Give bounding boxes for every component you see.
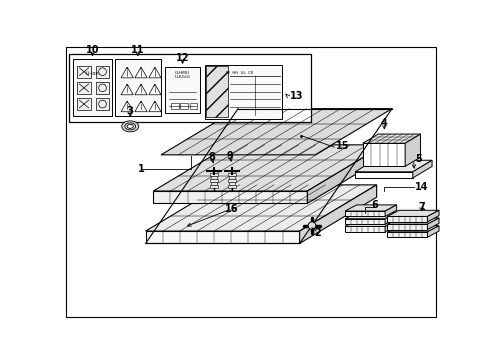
Bar	[205, 65, 282, 119]
Bar	[77, 82, 91, 94]
Text: 7: 7	[418, 202, 425, 212]
Bar	[165, 67, 200, 113]
Bar	[229, 176, 235, 179]
Polygon shape	[388, 218, 439, 224]
Text: 9: 9	[227, 150, 234, 161]
Polygon shape	[388, 210, 439, 216]
Text: UUUUU: UUUUU	[175, 75, 191, 80]
Polygon shape	[388, 216, 427, 222]
Bar	[69, 54, 311, 122]
Polygon shape	[385, 220, 397, 232]
Bar	[190, 103, 197, 109]
Polygon shape	[388, 232, 427, 237]
Text: 13: 13	[290, 91, 303, 101]
Bar	[77, 66, 91, 78]
Polygon shape	[153, 191, 307, 203]
Bar	[180, 103, 188, 109]
Text: 15: 15	[336, 141, 349, 150]
Bar	[228, 179, 236, 182]
Bar	[210, 185, 218, 188]
Text: 11: 11	[131, 45, 145, 55]
Text: 3: 3	[127, 106, 134, 116]
Polygon shape	[161, 109, 392, 155]
Text: 4: 4	[381, 118, 388, 128]
Text: 14: 14	[415, 182, 429, 192]
Polygon shape	[355, 160, 432, 172]
Circle shape	[140, 68, 142, 69]
Circle shape	[126, 102, 128, 103]
Bar	[171, 103, 179, 109]
Text: G-HMU: G-HMU	[175, 71, 190, 75]
Bar	[206, 66, 228, 117]
Circle shape	[140, 102, 142, 103]
Ellipse shape	[127, 124, 133, 129]
Text: 10: 10	[86, 45, 99, 55]
Polygon shape	[363, 134, 420, 143]
Ellipse shape	[122, 121, 139, 132]
Circle shape	[126, 68, 128, 69]
Polygon shape	[146, 231, 300, 243]
Bar	[210, 179, 218, 182]
Polygon shape	[307, 145, 384, 203]
Text: 8: 8	[208, 152, 215, 162]
Polygon shape	[363, 143, 405, 166]
Polygon shape	[427, 210, 439, 222]
Polygon shape	[413, 160, 432, 178]
Polygon shape	[146, 185, 377, 231]
Bar	[77, 98, 91, 110]
Bar	[229, 182, 235, 185]
Polygon shape	[405, 134, 420, 166]
Polygon shape	[427, 226, 439, 237]
Bar	[211, 182, 217, 185]
Bar	[228, 185, 236, 188]
Text: Li-Ion: Li-Ion	[86, 71, 99, 76]
Text: 2: 2	[315, 228, 321, 238]
Polygon shape	[388, 224, 427, 230]
Polygon shape	[385, 205, 397, 216]
Bar	[228, 173, 236, 176]
Circle shape	[126, 85, 128, 86]
Polygon shape	[427, 218, 439, 230]
Text: 5: 5	[415, 154, 422, 165]
Bar	[96, 82, 109, 94]
Polygon shape	[300, 185, 377, 243]
Polygon shape	[388, 226, 439, 232]
Polygon shape	[345, 219, 385, 224]
Text: 1: 1	[138, 165, 145, 175]
Polygon shape	[345, 205, 397, 211]
Bar	[115, 59, 161, 116]
Polygon shape	[153, 145, 384, 191]
Text: 12: 12	[176, 53, 189, 63]
Bar	[210, 173, 218, 176]
Polygon shape	[345, 226, 385, 232]
Polygon shape	[345, 220, 397, 226]
Circle shape	[140, 85, 142, 86]
Text: 16: 16	[225, 204, 239, 214]
Ellipse shape	[125, 123, 136, 130]
Polygon shape	[345, 211, 385, 216]
Text: W  HH  UL  CE: W HH UL CE	[226, 71, 253, 75]
Bar	[96, 66, 109, 78]
Circle shape	[154, 68, 156, 69]
Circle shape	[154, 85, 156, 86]
Text: 6: 6	[371, 200, 378, 210]
Circle shape	[308, 222, 316, 230]
Polygon shape	[385, 213, 397, 224]
Polygon shape	[345, 213, 397, 219]
Bar	[74, 59, 112, 116]
Polygon shape	[355, 172, 413, 178]
Circle shape	[154, 102, 156, 103]
Bar	[211, 176, 217, 179]
Bar	[96, 98, 109, 110]
